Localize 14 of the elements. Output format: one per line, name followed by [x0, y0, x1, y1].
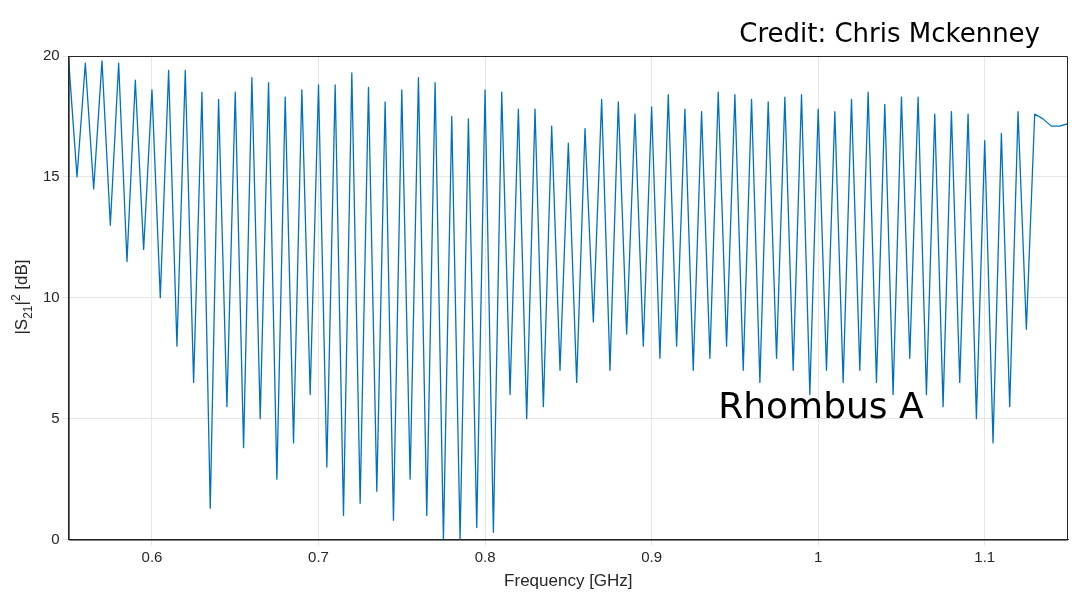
y-tick-label: 20: [43, 46, 60, 64]
y-tick-label: 0: [51, 529, 60, 547]
y-tick-label: 15: [43, 167, 60, 185]
x-tick-label: 0.6: [141, 547, 163, 565]
x-tick-label: 0.8: [474, 547, 496, 565]
y-tick-label: 5: [51, 408, 60, 426]
text: Credit: Chris Mckenney: [739, 17, 1040, 48]
x-tick-label: 1.1: [974, 547, 996, 565]
x-tick-label: 0.9: [641, 547, 663, 565]
x-axis-title: Frequency [GHz]: [504, 571, 633, 591]
x-tick-label: 0.7: [308, 547, 329, 565]
x-tick-label: 1: [814, 547, 823, 565]
y-tick-label: 10: [43, 287, 60, 305]
annotation: Rhombus A: [718, 385, 925, 427]
